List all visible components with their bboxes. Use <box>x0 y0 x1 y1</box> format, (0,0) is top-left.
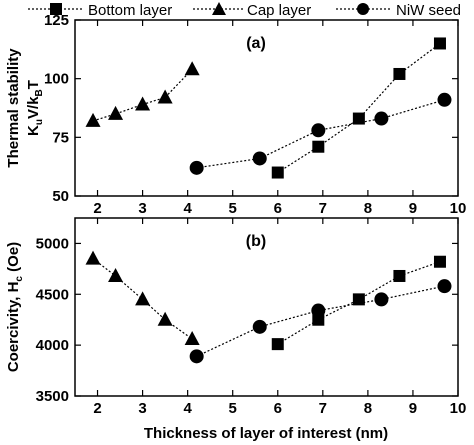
data-point-triangle <box>157 311 173 326</box>
data-point-triangle <box>108 105 124 120</box>
x-tick-label: 8 <box>364 400 372 417</box>
y-label-sub-b: B <box>34 89 45 96</box>
data-point-square <box>271 338 284 351</box>
y-tick-label: 4000 <box>36 337 69 354</box>
data-point-circle <box>189 349 204 364</box>
plot-frame <box>74 19 459 197</box>
y-axis-label-line1: Thermal stability <box>5 48 22 168</box>
x-tick-label: 4 <box>183 200 192 217</box>
y-ticks: 50 75 100 125 <box>44 12 458 205</box>
x-ticks: 2 3 4 5 6 7 8 9 10 <box>93 20 466 217</box>
data-point-circle <box>189 160 204 175</box>
x-tick-label: 9 <box>409 200 417 217</box>
data-point-triangle <box>157 89 173 104</box>
data-point-triangle <box>85 250 101 265</box>
y-tick-label: 125 <box>44 12 69 29</box>
y-label-unit: (Oe) <box>5 242 22 276</box>
plot-marks <box>85 37 452 179</box>
data-point-circle <box>311 123 326 138</box>
y-ticks: 3500 4000 4500 5000 <box>36 235 458 405</box>
data-point-triangle <box>108 267 124 282</box>
y-label-k: K <box>25 125 42 136</box>
legend-label: NiW seed <box>396 2 461 19</box>
data-point-circle <box>437 92 452 107</box>
x-tick-label: 2 <box>93 200 101 217</box>
y-label-sub-u: u <box>34 119 45 125</box>
legend-triangle-marker <box>212 2 226 15</box>
panel-label: (b) <box>246 233 266 250</box>
legend-entry-niw-seed: NiW seed <box>336 2 461 19</box>
data-point-square <box>312 140 325 153</box>
x-tick-label: 5 <box>229 200 237 217</box>
series-line-cap-layer <box>92 68 193 122</box>
x-tick-label: 3 <box>138 400 146 417</box>
data-point-circle <box>374 292 389 307</box>
x-tick-label: 8 <box>364 200 372 217</box>
panel-b: (b) Coercivity, Hc (Oe) 3500 4000 4500 5000… <box>5 217 466 442</box>
x-tick-label: 6 <box>274 400 282 417</box>
x-tick-label: 4 <box>183 400 192 417</box>
y-axis-label-line2: KuV/kBT <box>25 80 45 136</box>
legend-circle-marker <box>357 3 369 15</box>
data-point-circle <box>252 151 267 166</box>
data-point-circle <box>437 279 452 294</box>
y-tick-label: 3500 <box>36 388 69 405</box>
data-point-triangle <box>135 291 151 306</box>
y-label-mid: V/k <box>25 96 42 119</box>
legend-label: Cap layer <box>247 2 311 19</box>
y-tick-label: 50 <box>52 188 69 205</box>
data-point-circle <box>252 319 267 334</box>
y-label-sub-c: c <box>14 276 25 282</box>
y-tick-label: 4500 <box>36 286 69 303</box>
legend: Bottom layer Cap layer NiW seed <box>28 2 461 19</box>
data-point-square <box>393 67 406 80</box>
legend-entry-cap-layer: Cap layer <box>193 2 311 19</box>
y-label-main: Coercivity, H <box>5 282 22 373</box>
y-tick-label: 100 <box>44 71 69 88</box>
y-axis-label-text: Coercivity, Hc (Oe) <box>5 242 25 372</box>
x-tick-label: 2 <box>93 400 101 417</box>
data-point-square <box>433 255 446 268</box>
data-point-triangle <box>85 112 101 127</box>
x-tick-label: 10 <box>450 400 467 417</box>
y-tick-label: 75 <box>52 129 69 146</box>
data-point-triangle <box>135 96 151 111</box>
x-tick-label: 7 <box>319 200 327 217</box>
panel-a: (a) Thermal stability KuV/kBT 5075100125… <box>5 12 466 217</box>
x-ticks: 2 3 4 5 6 7 8 9 10 <box>93 218 466 417</box>
x-tick-label: 7 <box>319 400 327 417</box>
y-label-end: T <box>25 80 42 89</box>
x-tick-label: 5 <box>229 400 237 417</box>
y-tick-label: 5000 <box>36 235 69 252</box>
data-point-circle <box>311 303 326 318</box>
data-point-square <box>352 112 365 125</box>
plot-frame <box>74 217 459 397</box>
x-tick-label: 6 <box>274 200 282 217</box>
y-axis-label: Coercivity, Hc (Oe) <box>5 242 25 372</box>
data-point-square <box>352 293 365 306</box>
x-tick-label: 10 <box>450 200 467 217</box>
legend-label: Bottom layer <box>88 2 172 19</box>
data-point-triangle <box>184 61 200 76</box>
panel-label: (a) <box>246 35 266 52</box>
x-tick-label: 3 <box>138 200 146 217</box>
x-tick-label: 9 <box>409 400 417 417</box>
data-point-triangle <box>184 331 200 346</box>
y-axis-label: Thermal stability KuV/kBT <box>5 48 45 168</box>
data-point-circle <box>374 111 389 126</box>
data-point-square <box>393 269 406 282</box>
plot-marks <box>85 250 452 364</box>
data-point-square <box>433 37 446 50</box>
data-point-square <box>271 166 284 179</box>
legend-square-marker <box>50 3 62 15</box>
legend-entry-bottom-layer: Bottom layer <box>28 2 172 19</box>
x-axis-label: Thickness of layer of interest (nm) <box>144 425 388 442</box>
